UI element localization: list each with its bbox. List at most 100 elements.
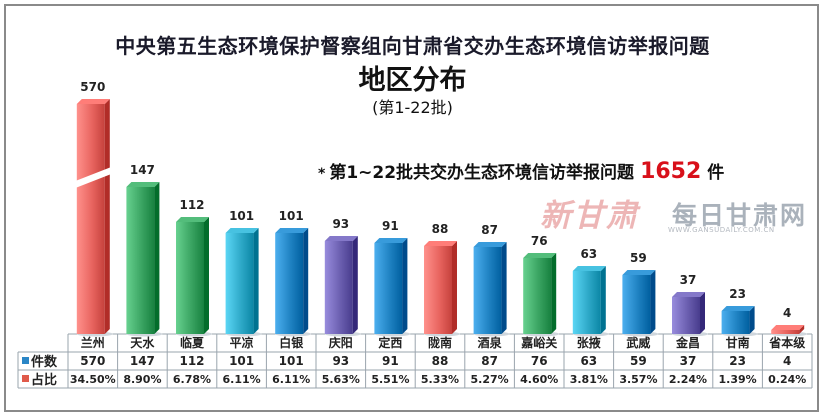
bar-side [501,242,507,334]
watermark-site: 每日甘肃网 [672,201,808,230]
bar-side [253,228,259,334]
bar-6 [324,241,353,334]
ratio-cell: 5.51% [371,373,409,386]
bar-side [799,325,805,334]
ratio-cell: 3.57% [619,373,657,386]
bar-top [176,217,209,222]
bar-14 [721,311,750,334]
ratio-cell: 4.60% [520,373,558,386]
ratio-cell: 2.24% [669,373,707,386]
bar-13 [672,297,700,334]
bar-side [600,266,606,334]
legend-ratio-label: 占比 [31,372,57,388]
legend-ratio-swatch [22,375,29,382]
count-cell: 4 [783,354,791,368]
category-label: 省本级 [768,335,805,350]
count-cell: 101 [229,354,254,368]
bar-5 [275,233,304,334]
count-cell: 76 [531,354,548,368]
bar-side [303,228,309,334]
bar-1 [76,104,105,334]
bar-2 [126,187,155,334]
bar-top [374,238,408,243]
count-cell: 59 [630,354,647,368]
ratio-cell: 3.81% [570,373,608,386]
category-label: 酒泉 [478,335,503,350]
bar-side [204,217,209,334]
bar-side [650,270,656,334]
category-label: 平凉 [230,335,254,350]
bar-top [672,292,705,297]
count-cell: 91 [382,354,399,368]
bar-value-label: 147 [130,163,155,177]
bar-value-label: 63 [580,247,597,261]
bar-value-label: 23 [729,287,746,301]
legend-count-swatch [22,357,29,364]
bar-top [622,270,656,275]
bar-value-label: 88 [432,222,449,236]
ratio-cell: 34.50% [70,373,116,386]
bar-top [126,182,160,187]
ratio-cell: 6.78% [173,373,211,386]
count-cell: 147 [130,354,155,368]
category-label: 天水 [130,335,155,350]
bar-side [700,292,705,334]
count-cell: 23 [729,354,746,368]
ratio-cell: 5.63% [322,373,360,386]
watermark-brand: 新甘肃 [540,198,639,234]
bar-side [402,238,408,334]
legend-count-label: 件数 [31,354,58,370]
bar-10 [523,258,552,334]
bar-top [225,228,259,233]
bar-side [104,99,110,334]
bar-12 [622,275,651,334]
category-label: 兰州 [81,335,105,350]
bar-8 [424,246,452,334]
category-label: 白银 [279,335,304,350]
bar-top [275,228,309,233]
bar-top [324,236,358,241]
category-label: 陇南 [428,335,452,350]
bar-11 [572,271,601,334]
bar-value-label: 4 [783,306,791,320]
annotation-text: 第1~22批共交办生态环境信访举报问题 [329,163,635,183]
count-cell: 112 [179,354,204,368]
bar-top [424,241,457,246]
bar-side [551,253,557,334]
count-cell: 37 [680,354,697,368]
category-label: 甘南 [726,335,750,350]
bar-top [523,253,557,258]
bar-value-label: 91 [382,219,399,233]
category-label: 武威 [626,335,650,350]
bar-side [749,306,755,334]
category-label: 庆阳 [328,335,353,350]
bar-side [352,236,358,334]
watermark-url: WWW.GANSUDAILY.COM.CN [668,226,775,234]
bar-7 [374,243,403,334]
count-cell: 570 [80,354,105,368]
ratio-cell: 1.39% [719,373,757,386]
bar-top [721,306,755,311]
bar-value-label: 59 [630,251,647,265]
bar-value-label: 570 [80,80,105,94]
category-label: 临夏 [180,335,205,350]
bar-top [76,99,110,104]
bar-value-label: 76 [531,234,548,248]
bar-top [771,325,805,330]
count-cell: 101 [279,354,304,368]
bar-side [154,182,160,334]
count-cell: 63 [580,354,597,368]
ratio-cell: 5.33% [421,373,459,386]
bar-value-label: 101 [229,209,254,223]
total-annotation: * 第1~22批共交办生态环境信访举报问题 1652 件 [318,158,724,184]
count-cell: 88 [432,354,449,368]
count-cell: 87 [481,354,498,368]
bar-value-label: 101 [279,209,304,223]
ratio-cell: 6.11% [223,373,261,386]
bar-top [473,242,507,247]
bar-value-label: 37 [680,273,697,287]
chart-title: 中央第五生态环境保护督察组向甘肃省交办生态环境信访举报问题 [115,34,710,58]
ratio-cell: 5.27% [471,373,509,386]
axis-break-mark [72,166,114,189]
ratio-cell: 0.24% [768,373,806,386]
